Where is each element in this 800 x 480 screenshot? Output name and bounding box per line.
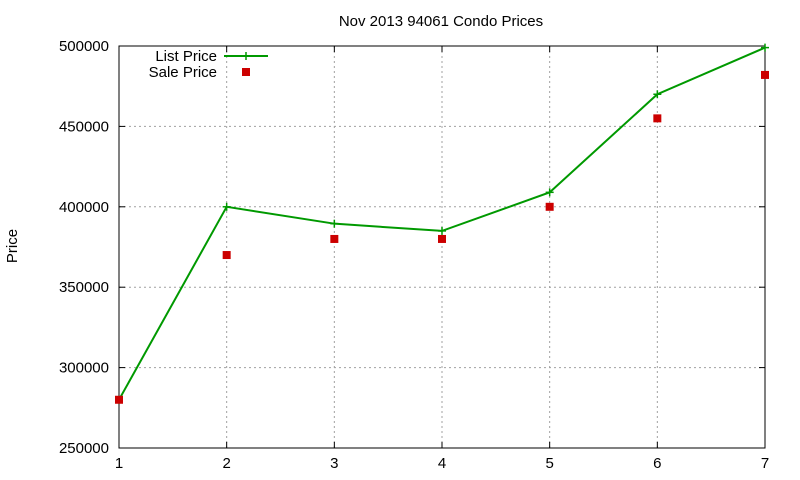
series — [115, 43, 769, 404]
sale-price-point — [545, 202, 554, 211]
list-price-point — [330, 219, 339, 228]
x-tick-label: 2 — [222, 455, 230, 472]
legend-label-list-price: List Price — [155, 48, 217, 65]
chart-title: Nov 2013 94061 Condo Prices — [339, 13, 543, 30]
x-tick-label: 5 — [545, 455, 553, 472]
axes: 1 2 3 4 5 6 7 250000 300000 350000 400000 450000 500… — [59, 38, 769, 472]
legend-marker-sale-price — [242, 68, 250, 76]
y-axis-label: Price — [4, 229, 21, 263]
sale-price-point — [653, 114, 662, 123]
list-price-point — [222, 202, 231, 211]
sale-price-point — [115, 395, 123, 404]
sale-price-point — [438, 234, 446, 243]
y-tick-label: 350000 — [59, 279, 109, 296]
list-price-point — [438, 226, 446, 235]
y-tick-label: 400000 — [59, 199, 109, 216]
x-tick-label: 1 — [115, 455, 123, 472]
legend-label-sale-price: Sale Price — [149, 64, 217, 81]
x-tick-label: 3 — [330, 455, 338, 472]
list-price-point — [545, 188, 554, 197]
y-tick-label: 300000 — [59, 360, 109, 377]
sale-price-point — [761, 70, 769, 79]
legend-marker-list-price — [242, 52, 250, 60]
y-tick-label: 500000 — [59, 38, 109, 55]
sale-price-point — [330, 234, 339, 243]
x-tick-label: 4 — [438, 455, 446, 472]
list-price-point — [761, 43, 769, 52]
plot-border — [118, 45, 766, 449]
y-tick-label: 450000 — [59, 118, 109, 135]
y-tick-label: 250000 — [59, 440, 109, 457]
sale-price-point — [222, 251, 231, 260]
grid — [119, 46, 765, 448]
list-price-point — [653, 90, 662, 99]
x-tick-label: 7 — [761, 455, 769, 472]
x-tick-label: 6 — [653, 455, 661, 472]
